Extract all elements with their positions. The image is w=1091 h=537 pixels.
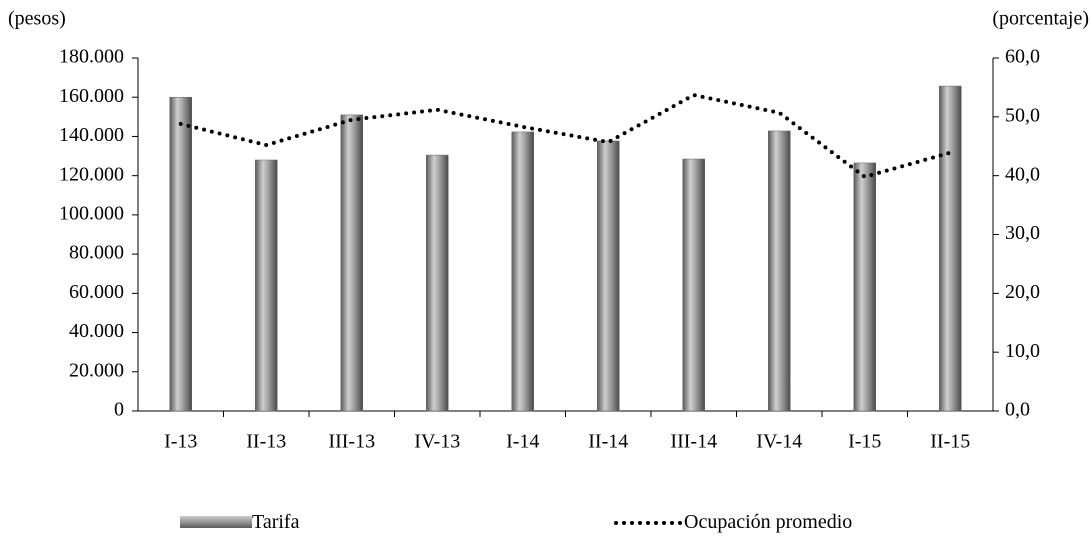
line (178, 92, 953, 180)
y-tick-label: 120.000 (59, 163, 124, 185)
legend-label: Ocupación promedio trimestral (eje derec… (684, 511, 871, 537)
y-tick-label: 60.000 (69, 281, 124, 303)
y-tick-label: 180.000 (59, 46, 124, 68)
x-tick-label: IV-13 (414, 431, 460, 453)
legend-label: Tarifa promedio trimestral (252, 511, 410, 537)
y-tick-label: 80.000 (69, 242, 124, 264)
legend-line: Ocupación promedio trimestral (eje derec… (612, 485, 871, 537)
bar (597, 140, 620, 412)
x-tick-label: III-13 (328, 431, 375, 453)
y2-tick-label: 20,0 (1005, 281, 1040, 303)
bar (340, 114, 363, 412)
bar (939, 85, 962, 412)
bar (511, 131, 534, 412)
y-tick-label: 20.000 (69, 359, 124, 381)
x-tick-label: II-15 (930, 431, 970, 453)
y-axis-label: (pesos) (8, 8, 66, 30)
y-tick-label: 100.000 (59, 202, 124, 224)
legend-swatch (614, 521, 684, 525)
bar (169, 96, 192, 412)
y-tick-label: 160.000 (59, 85, 124, 107)
x-tick-label: III-14 (670, 431, 717, 453)
y-tick-label: 0 (114, 399, 124, 421)
bar (853, 162, 876, 412)
y2-tick-label: 60,0 (1005, 46, 1040, 68)
y2-tick-label: 0,0 (1005, 399, 1030, 421)
bar (768, 130, 791, 412)
bar (426, 154, 449, 412)
bar (682, 158, 705, 412)
x-tick-label: IV-14 (756, 431, 802, 453)
x-tick-label: I-15 (848, 431, 881, 453)
y-tick-label: 140.000 (59, 124, 124, 146)
y2-tick-label: 50,0 (1005, 104, 1040, 126)
y2-axis-label: (porcentaje) (992, 8, 1089, 30)
x-tick-label: II-13 (246, 431, 286, 453)
y2-tick-label: 40,0 (1005, 163, 1040, 185)
y2-tick-label: 10,0 (1005, 340, 1040, 362)
bar (255, 159, 278, 412)
x-tick-label: I-14 (506, 431, 539, 453)
y2-tick-label: 30,0 (1005, 222, 1040, 244)
x-tick-label: II-14 (588, 431, 628, 453)
y-tick-label: 40.000 (69, 320, 124, 342)
legend-bar: Tarifa promedio trimestral (180, 485, 410, 537)
x-tick-label: I-13 (164, 431, 197, 453)
